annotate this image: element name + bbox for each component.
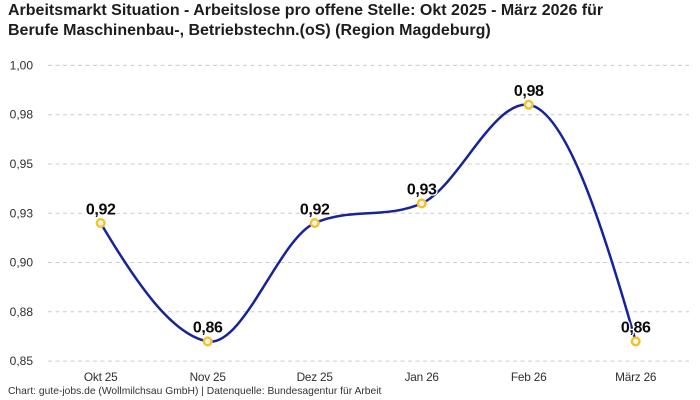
svg-text:0,93: 0,93: [407, 182, 437, 199]
svg-text:0,92: 0,92: [86, 201, 116, 218]
svg-text:Feb 26: Feb 26: [511, 370, 547, 384]
svg-text:Jan 26: Jan 26: [405, 370, 440, 384]
svg-text:0,93: 0,93: [10, 206, 34, 220]
svg-text:0,88: 0,88: [10, 305, 34, 319]
svg-text:März 26: März 26: [615, 370, 657, 384]
svg-text:0,98: 0,98: [514, 83, 544, 100]
svg-text:0,86: 0,86: [621, 320, 651, 337]
svg-text:0,86: 0,86: [193, 320, 223, 337]
svg-text:0,98: 0,98: [10, 108, 34, 122]
svg-text:Nov 25: Nov 25: [190, 370, 227, 384]
svg-text:0,95: 0,95: [10, 157, 34, 171]
svg-text:Okt 25: Okt 25: [84, 370, 118, 384]
svg-text:0,92: 0,92: [300, 201, 330, 218]
svg-text:0,85: 0,85: [10, 354, 34, 368]
svg-text:Dez 25: Dez 25: [297, 370, 334, 384]
svg-text:1,00: 1,00: [10, 58, 34, 72]
svg-text:0,90: 0,90: [10, 256, 34, 270]
